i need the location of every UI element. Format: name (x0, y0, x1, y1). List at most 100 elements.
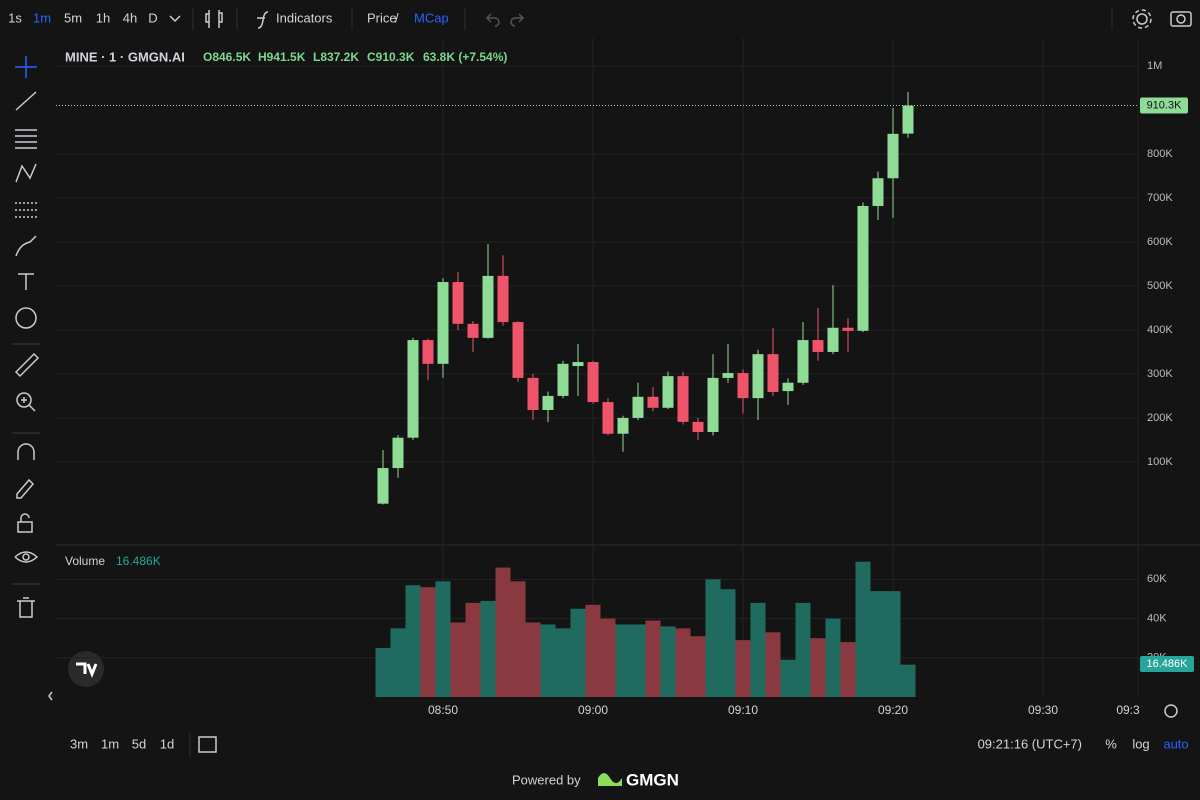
interval-button[interactable]: 4h (123, 10, 137, 25)
volume-bar (675, 628, 691, 697)
candle-style-icon[interactable] (205, 10, 223, 28)
text-tool[interactable] (18, 273, 34, 290)
brush-tool[interactable] (15, 235, 37, 257)
candle-body (737, 373, 749, 399)
range-button[interactable]: 1d (160, 736, 174, 751)
candle-body (692, 421, 704, 432)
interval-button[interactable]: 5m (64, 10, 82, 25)
pattern-tool[interactable] (15, 163, 37, 183)
price-pane: 100K 200K 300K 400K 500K 600K 700K 800K 1M 08:50 0… (56, 38, 1188, 717)
volume-bar (690, 636, 706, 697)
brand: GMGN (626, 770, 679, 789)
volume-bar (615, 624, 631, 697)
volume-bar (450, 622, 466, 697)
legend-close: C910.3K (367, 50, 415, 64)
volume-bar (405, 585, 421, 697)
volume-bar (465, 602, 481, 697)
bottom-icons (198, 704, 1178, 753)
ruler-tool[interactable] (14, 352, 40, 378)
last-price-label: 910.3K (1147, 99, 1183, 111)
interval-button[interactable]: D (148, 10, 157, 25)
x-tick-label: 09:30 (1028, 703, 1058, 717)
candle-body (857, 205, 869, 331)
log-toggle[interactable]: log (1132, 736, 1149, 751)
camera-lens (1176, 14, 1186, 24)
settings-gear[interactable] (1132, 9, 1152, 29)
zoom-tool[interactable] (16, 392, 32, 408)
legend-symbol: MINE · 1 · GMGN.AI (65, 49, 185, 64)
y-tick-label: 1M (1147, 60, 1162, 72)
candle-body (872, 178, 884, 206)
range-button[interactable]: 1m (101, 736, 119, 751)
interval-button[interactable]: 1m (33, 10, 51, 25)
legend-high: H941.5K (258, 50, 306, 64)
undo[interactable] (485, 13, 500, 27)
volume-bar (570, 608, 586, 697)
interval-button[interactable]: 1s (8, 10, 22, 25)
y-tick-label: 60K (1147, 573, 1167, 585)
volume-bar (765, 632, 781, 697)
zoom-plus (21, 397, 36, 412)
candle-body (467, 323, 479, 338)
candle-body (407, 340, 419, 438)
volume-bar (885, 591, 901, 697)
volume-bar (645, 620, 661, 697)
price-toggle[interactable]: Price (367, 10, 397, 25)
x-tick-label: 09:00 (578, 703, 608, 717)
goto-date[interactable] (198, 736, 217, 753)
volume-bar (795, 602, 811, 697)
trendline-tool[interactable] (15, 91, 37, 111)
volume-legend-value: 16.486K (116, 554, 161, 568)
mcap-toggle[interactable]: MCap (414, 10, 449, 25)
volume-bar (660, 626, 676, 697)
volume-bar (630, 624, 646, 697)
x-tick-label: 09:20 (878, 703, 908, 717)
candle-body (827, 327, 839, 352)
auto-toggle[interactable]: auto (1163, 736, 1188, 751)
axis-settings[interactable] (1164, 704, 1178, 718)
eye-pupil (22, 553, 30, 561)
percent-toggle[interactable]: % (1105, 736, 1117, 751)
fib-tool[interactable] (15, 129, 37, 149)
emoji-tool[interactable] (15, 307, 37, 329)
range-button[interactable]: 5d (132, 736, 146, 751)
delete-tool[interactable] (17, 597, 35, 618)
powered-by: Powered by (512, 772, 581, 787)
candle-body (797, 340, 809, 383)
tv-logo-mark (76, 662, 98, 679)
crosshair-tool[interactable] (15, 56, 37, 78)
indicators-button[interactable]: Indicators (276, 10, 333, 25)
candle-body (812, 340, 824, 352)
y-tick-label: 400K (1147, 324, 1173, 336)
interval-button[interactable]: 1h (96, 10, 110, 25)
candle-body (887, 133, 899, 179)
last-price-box (1140, 97, 1188, 114)
legend-change: 63.8K (+7.54%) (423, 50, 507, 64)
y-tick-label: 800K (1147, 148, 1173, 160)
lock-drawing-tool[interactable] (16, 478, 35, 499)
volume-bar (750, 602, 766, 697)
volume-bar (810, 638, 826, 697)
screenshot-icon[interactable] (1170, 11, 1192, 27)
candle-body (587, 362, 599, 403)
volume-bar (705, 579, 721, 697)
candle-body (722, 373, 734, 378)
range-button[interactable]: 3m (70, 736, 88, 751)
interval-dropdown[interactable] (169, 15, 181, 23)
redo[interactable] (510, 13, 525, 27)
candle-body (632, 396, 644, 418)
candle-body (512, 322, 524, 378)
settings-icon[interactable] (1136, 13, 1148, 25)
candle-body (707, 377, 719, 432)
visibility-tool[interactable] (14, 551, 39, 563)
magnet-tool[interactable] (17, 443, 35, 460)
volume-bar (585, 604, 601, 697)
collapse-toolbar[interactable] (48, 691, 53, 701)
volume-bar (600, 618, 616, 697)
volume-bar (855, 561, 871, 697)
fx-icon[interactable] (257, 11, 269, 29)
lock-tool[interactable] (17, 521, 33, 533)
volume-bar (735, 640, 751, 697)
volume-bar (435, 581, 451, 697)
